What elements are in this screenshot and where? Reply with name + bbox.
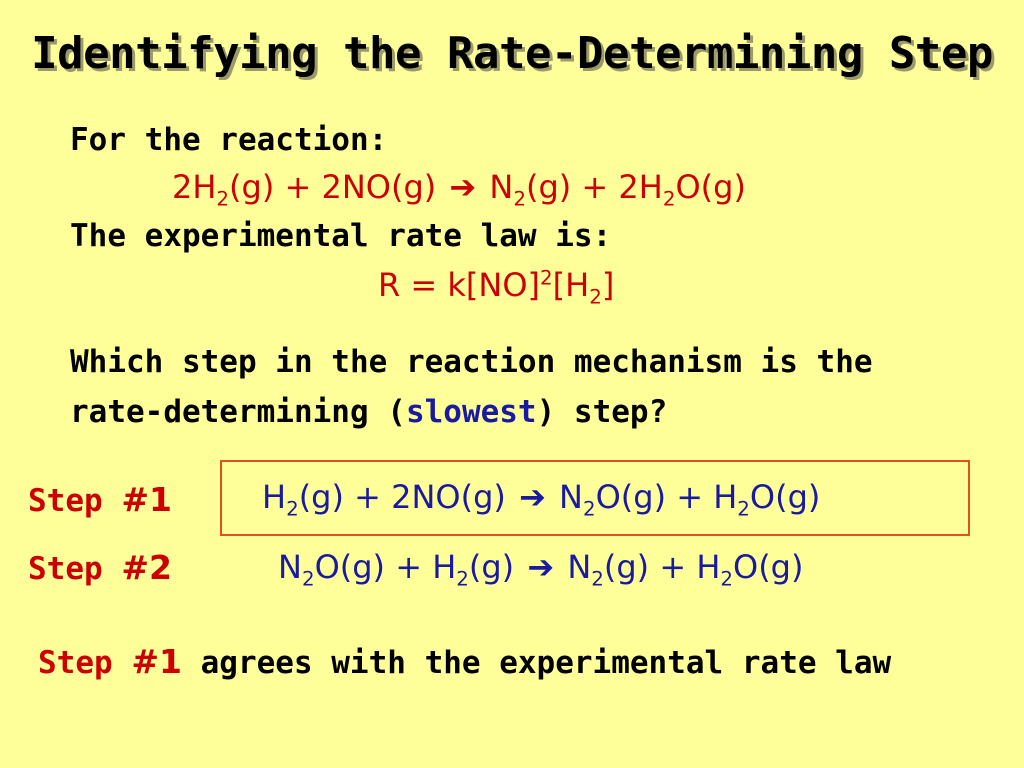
step1-label: Step #1 [28, 480, 172, 519]
question-line-2: rate-determining (slowest) step? [70, 394, 668, 430]
conclusion-text: Step #1 agrees with the experimental rat… [38, 642, 892, 681]
rate-law-expression: R = k[NO]2[H2] [378, 266, 615, 309]
arrow-icon: ➔ [527, 548, 555, 586]
arrow-icon: ➔ [519, 478, 546, 516]
step1-equation: H2(g) + 2NO(g) ➔ N2O(g) + H2O(g) [262, 478, 821, 521]
step2-label: Step #2 [28, 548, 172, 587]
rate-law-label: The experimental rate law is: [70, 218, 612, 254]
arrow-icon: ➔ [449, 168, 477, 206]
step2-equation: N2O(g) + H2(g) ➔ N2(g) + H2O(g) [278, 548, 804, 591]
slide-title: Identifying the Rate-Determining Step [31, 28, 993, 79]
intro-text: For the reaction: [70, 122, 388, 158]
step1-highlight-box [220, 460, 970, 536]
question-line-1: Which step in the reaction mechanism is … [70, 344, 873, 380]
slowest-keyword: slowest [405, 394, 537, 430]
overall-reaction-equation: 2H2(g) + 2NO(g) ➔ N2(g) + 2H2O(g) [172, 168, 746, 211]
